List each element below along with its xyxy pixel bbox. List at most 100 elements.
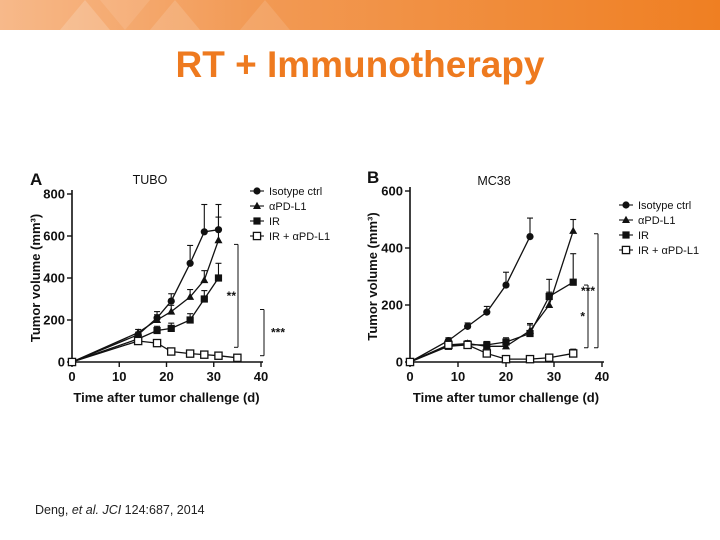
legend-marker — [622, 201, 630, 209]
legend-item: Isotype ctrl — [250, 186, 322, 198]
series-mc38-2 — [406, 253, 577, 366]
legend-label: Isotype ctrl — [638, 200, 691, 212]
legend-label: IR + αPD-L1 — [269, 231, 330, 243]
data-point — [545, 300, 554, 308]
chart-mc38: B MC38 0 200 400 600 0 10 20 30 40 Time after tumor… — [365, 168, 699, 405]
legend-label: IR — [269, 216, 280, 228]
data-point — [501, 354, 511, 364]
citation: Deng, et al. JCI 124:687, 2014 — [35, 503, 205, 517]
series-line — [71, 239, 220, 363]
series-tubo-1 — [68, 216, 223, 365]
legend-label: αPD-L1 — [638, 215, 676, 227]
data-point — [200, 295, 208, 303]
x-tick-label: 0 — [406, 369, 413, 384]
data-point — [482, 349, 492, 358]
significance-bracket: ** — [227, 243, 239, 348]
data-point — [526, 329, 534, 338]
y-tick-label: 800 — [43, 187, 65, 202]
legend-marker — [252, 231, 262, 241]
significance-bracket: *** — [581, 233, 599, 349]
citation-journal: JCI — [102, 503, 122, 517]
legend-item: αPD-L1 — [619, 215, 676, 227]
citation-etal: et al. — [71, 503, 99, 517]
legend-label: Isotype ctrl — [269, 186, 322, 198]
x-tick-label: 10 — [112, 369, 126, 384]
chart-tubo: A TUBO 0 200 400 600 800 0 10 20 30 40 Time after tu… — [28, 170, 330, 405]
data-point — [525, 354, 535, 364]
series-mc38-3 — [405, 340, 578, 367]
data-point — [167, 307, 176, 315]
series-tubo-3 — [67, 336, 242, 367]
legend-marker — [253, 201, 261, 209]
chart-title: MC38 — [477, 174, 510, 188]
x-tick-label: 40 — [595, 369, 609, 384]
header-banner — [0, 0, 720, 30]
data-point — [463, 340, 472, 350]
panel-letter: B — [367, 168, 379, 187]
data-point — [153, 326, 161, 335]
data-point — [233, 353, 242, 363]
legend-item: IR + αPD-L1 — [619, 245, 699, 257]
banner-graphic — [0, 0, 720, 30]
data-point — [544, 353, 554, 362]
significance-label: *** — [271, 326, 285, 340]
significance-label: * — [580, 309, 585, 323]
data-point — [444, 340, 453, 350]
series-line — [409, 236, 531, 363]
x-tick-label: 40 — [254, 369, 268, 384]
y-tick-label: 0 — [58, 355, 65, 370]
legend-item: IR — [619, 230, 649, 242]
data-point — [568, 349, 578, 358]
data-point — [526, 233, 534, 241]
legend-label: IR — [638, 230, 649, 242]
data-point — [200, 275, 209, 284]
data-point — [167, 297, 175, 305]
data-point — [464, 322, 472, 330]
data-point — [200, 350, 209, 359]
citation-ref: 124:687, 2014 — [124, 503, 205, 517]
legend-label: αPD-L1 — [269, 201, 307, 213]
y-tick-label: 600 — [381, 184, 403, 199]
y-tick-label: 200 — [381, 298, 403, 313]
legend-marker — [621, 245, 631, 255]
panel-letter: A — [30, 170, 42, 189]
data-point — [502, 338, 510, 346]
data-point — [167, 324, 175, 332]
data-point — [545, 292, 553, 301]
data-point — [134, 328, 143, 336]
data-point — [502, 342, 510, 350]
y-tick-label: 600 — [43, 229, 65, 244]
series-tubo-2 — [68, 262, 223, 366]
legend-item: Isotype ctrl — [619, 200, 691, 212]
y-tick-label: 400 — [43, 271, 65, 286]
x-tick-label: 20 — [159, 369, 173, 384]
y-tick-label: 0 — [396, 355, 403, 370]
legend-marker — [253, 217, 261, 225]
x-tick-label: 30 — [207, 369, 221, 384]
y-axis-title: Tumor volume (mm³) — [28, 214, 43, 342]
legend-item: IR — [250, 216, 280, 228]
chart-title: TUBO — [133, 173, 168, 187]
legend-marker — [622, 215, 630, 223]
data-point — [185, 349, 195, 358]
data-point — [214, 274, 223, 282]
series-mc38-1 — [406, 218, 578, 365]
series-line — [71, 277, 220, 363]
data-point — [483, 308, 491, 316]
data-point — [502, 281, 510, 289]
y-tick-label: 200 — [43, 313, 65, 328]
slide-title: RT + Immunotherapy — [175, 44, 545, 85]
data-point — [569, 278, 577, 286]
data-point — [133, 336, 143, 346]
data-point — [166, 347, 176, 356]
data-point — [186, 316, 194, 324]
data-point — [214, 236, 223, 244]
data-point — [200, 228, 208, 236]
significance-bracket: * — [580, 284, 589, 349]
legend-marker — [253, 187, 261, 195]
data-point — [153, 315, 162, 323]
x-axis-title: Time after tumor challenge (d) — [73, 390, 259, 405]
data-point — [214, 351, 223, 360]
legend-item: IR + αPD-L1 — [250, 231, 330, 243]
data-point — [405, 357, 415, 367]
